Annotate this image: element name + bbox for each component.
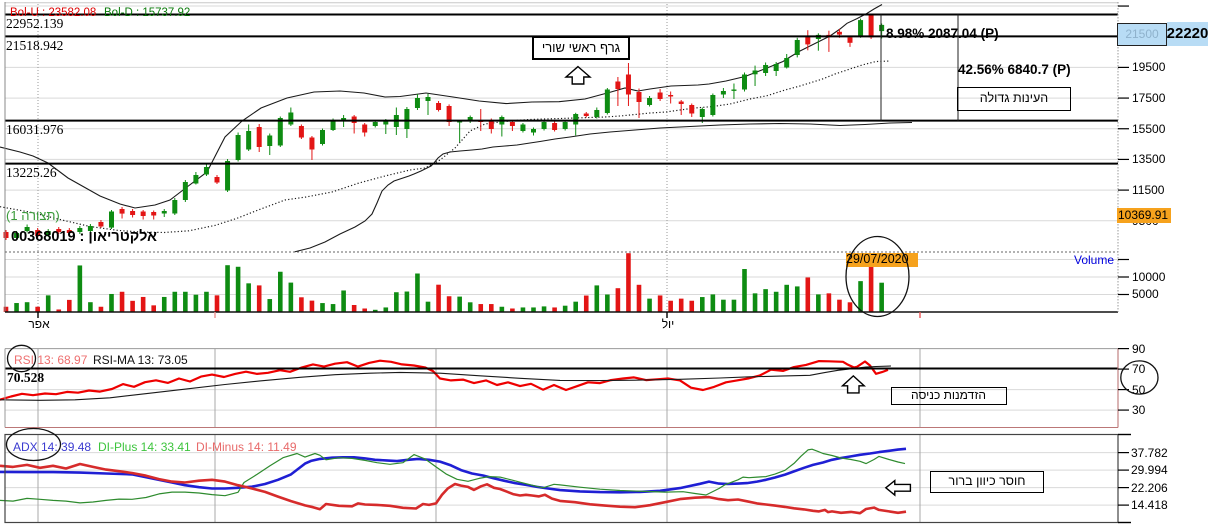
- gridlines: [5, 5, 1118, 506]
- month-label: יול: [661, 317, 675, 331]
- axis-label: 14.418: [1131, 498, 1168, 513]
- current-price-text: 21500: [1125, 26, 1159, 41]
- last-trade-text: 22220: [1166, 24, 1208, 42]
- volume-pane-label: Volume: [1074, 253, 1115, 267]
- axis-label: 90: [1132, 341, 1146, 356]
- measure-pct2-label: 42.56% 6840.7 (P): [958, 62, 1071, 77]
- main-chart-annotation-text: גרף ראשי שורי: [541, 40, 621, 56]
- bollinger-lower-legend: Bol-D : 15737.92: [104, 7, 191, 19]
- pane-borders: [4, 2, 1119, 524]
- axis-label: 29.994: [1131, 463, 1168, 478]
- di-plus-legend: DI-Plus 14: 33.41: [98, 439, 191, 454]
- measure-lines: [880, 14, 959, 121]
- symbol-label: אלקטריאון : 00368019: [11, 229, 157, 245]
- interest-annotation-text: העינות גדולה: [979, 91, 1049, 106]
- rsi-lines: [0, 359, 1118, 401]
- axis-label: 37.782: [1131, 445, 1168, 460]
- interest-annotation-box[interactable]: העינות גדולה: [957, 87, 1071, 111]
- month-label: אפר: [28, 317, 50, 331]
- price-level-lines: [5, 13, 1118, 165]
- di-minus-legend: DI-Minus 14: 11.49: [196, 439, 297, 454]
- main-chart-annotation-box[interactable]: גרף ראשי שורי: [532, 36, 630, 60]
- axis-label: 17500: [1132, 91, 1166, 106]
- axis-label: 50: [1132, 382, 1146, 397]
- price-level-label: 16031.976: [6, 122, 64, 138]
- candlesticks: [3, 13, 885, 240]
- adx-lines: [0, 447, 907, 515]
- rsi-ma-legend: RSI-MA 13: 73.05: [93, 353, 188, 367]
- last-trade-price-label: 22220: [1166, 21, 1208, 46]
- selected-date-flag: 29/07/2020: [846, 252, 918, 267]
- axis-label: 15500: [1132, 121, 1166, 136]
- adx-legend: ADX 14: 39.48: [13, 439, 92, 454]
- rsi-annotation-box[interactable]: הזדמנות כניסה: [890, 387, 1007, 405]
- price-level-label: 13225.26: [6, 165, 57, 181]
- volume-bars: [3, 253, 884, 312]
- axis-label: 70: [1132, 362, 1146, 377]
- price-overlay-lines: [0, 4, 913, 253]
- alert-price-text: 10369.91: [1118, 208, 1169, 223]
- formation-label: (תצורה 1): [6, 207, 60, 223]
- rsi-legend: RSI 13: 68.97: [14, 353, 88, 367]
- adx-annotation-text: חוסר כיוון ברור: [948, 473, 1026, 488]
- axis-label: 30: [1132, 403, 1146, 418]
- price-level-label: 22952.139: [6, 15, 64, 31]
- selected-date-text: 29/07/2020: [846, 252, 909, 267]
- bollinger-upper-legend: Bol-U : 23582.08: [10, 7, 97, 19]
- rsi-annotation-text: הזדמנות כניסה: [911, 388, 986, 403]
- axis-label: 19500: [1132, 60, 1166, 75]
- axis-label: 5000: [1132, 287, 1159, 302]
- adx-annotation-box[interactable]: חוסר כיוון ברור: [930, 470, 1044, 493]
- alert-price-box: 10369.91: [1117, 208, 1171, 223]
- axis-label: 11500: [1132, 183, 1165, 198]
- current-price-axis-box: 21500: [1117, 22, 1167, 46]
- price-level-label: 21518.942: [6, 37, 64, 53]
- rsi-hline-label: 70.528: [7, 369, 45, 385]
- axis-label: 10000: [1132, 269, 1166, 284]
- axis-label: 22.206: [1131, 480, 1168, 495]
- measure-pct1-label: 8.98% 2087.04 (P): [886, 26, 999, 41]
- axis-label: 13500: [1132, 152, 1166, 167]
